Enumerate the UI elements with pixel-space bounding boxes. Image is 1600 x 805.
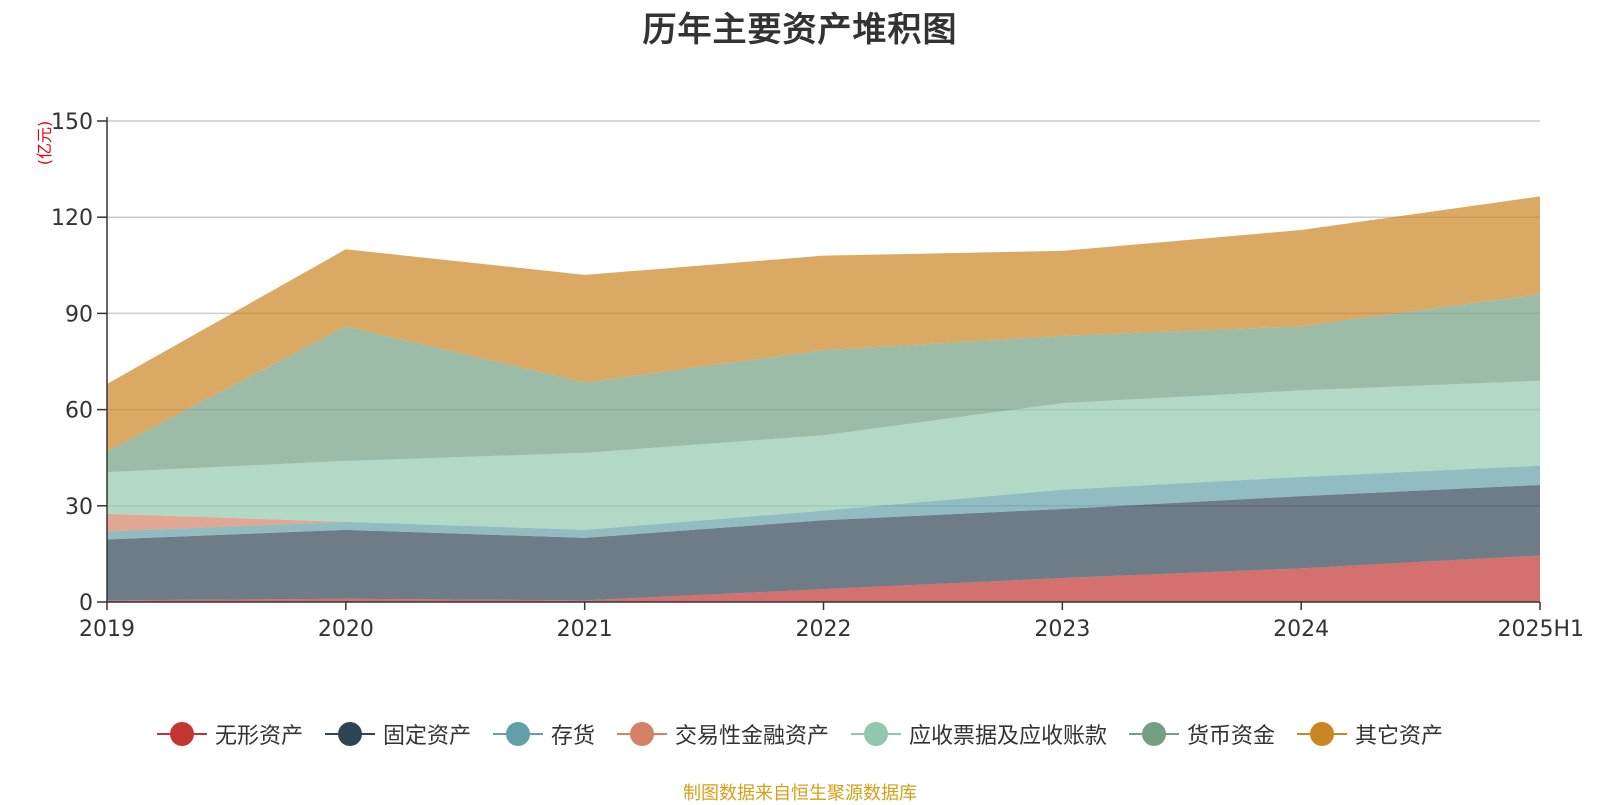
area-series-1[interactable] [107, 484, 1540, 601]
y-tick-label: 30 [65, 495, 93, 520]
area-series-2[interactable] [107, 465, 1540, 540]
area-series-3[interactable] [107, 465, 1540, 532]
legend-label: 货币资金 [1187, 724, 1276, 749]
legend-label: 交易性金融资产 [674, 724, 829, 749]
legend-item[interactable]: 交易性金融资产 [616, 718, 829, 750]
legend-label: 存货 [550, 724, 595, 749]
legend-marker-icon [1129, 721, 1180, 747]
x-tick-label: 2022 [796, 617, 852, 642]
y-tick-label: 120 [51, 206, 93, 231]
area-series [107, 196, 1540, 602]
source-note: 制图数据来自恒生聚源数据库 [683, 783, 917, 804]
legend-label: 应收票据及应收账款 [909, 724, 1108, 749]
axes: 0 30 60 90 120 150 2019 2020 2021 2022 2023 2024 202… [51, 110, 1584, 642]
legend-marker-icon [616, 721, 667, 747]
legend-marker-icon [1297, 721, 1348, 747]
legend-marker-icon [324, 721, 375, 747]
chart-title: 历年主要资产堆积图 [642, 10, 958, 50]
y-tick-label: 150 [51, 110, 93, 135]
legend-item[interactable]: 无形资产 [156, 718, 303, 750]
x-tick-label: 2021 [557, 617, 613, 642]
legend-label: 无形资产 [214, 724, 303, 749]
y-tick-label: 60 [65, 399, 93, 424]
legend-item[interactable]: 应收票据及应收账款 [851, 718, 1107, 750]
area-series-5[interactable] [107, 294, 1540, 473]
y-tick-label: 0 [79, 591, 93, 616]
legend-item[interactable]: 存货 [492, 718, 595, 750]
area-series-0[interactable] [107, 555, 1540, 602]
y-unit-label: (亿元) [35, 121, 54, 166]
legend-marker-icon [851, 721, 901, 747]
area-series-4[interactable] [107, 380, 1540, 530]
legend-item[interactable]: 固定资产 [324, 718, 471, 750]
legend-label: 其它资产 [1355, 724, 1444, 749]
legend-item[interactable]: 其它资产 [1297, 718, 1443, 750]
legend-label: 固定资产 [382, 724, 471, 749]
x-tick-label: 2024 [1273, 617, 1329, 642]
x-tick-label: 2023 [1034, 617, 1090, 642]
x-tick-label: 2020 [318, 617, 374, 642]
legend: 无形资产 固定资产 存货 交易性金融资产 应收票据及应收账款 货币资金 其它资产 [0, 718, 1600, 750]
y-tick-label: 90 [65, 302, 93, 327]
legend-marker-icon [156, 721, 207, 747]
area-series-6[interactable] [107, 196, 1540, 452]
legend-item[interactable]: 货币资金 [1129, 718, 1275, 750]
x-tick-label: 2025H1 [1497, 617, 1584, 642]
x-tick-label: 2019 [79, 617, 135, 642]
legend-marker-icon [492, 721, 543, 747]
